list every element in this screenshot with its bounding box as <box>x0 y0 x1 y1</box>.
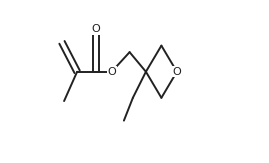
Text: O: O <box>172 67 181 77</box>
Text: O: O <box>107 67 116 77</box>
Text: O: O <box>91 24 100 34</box>
